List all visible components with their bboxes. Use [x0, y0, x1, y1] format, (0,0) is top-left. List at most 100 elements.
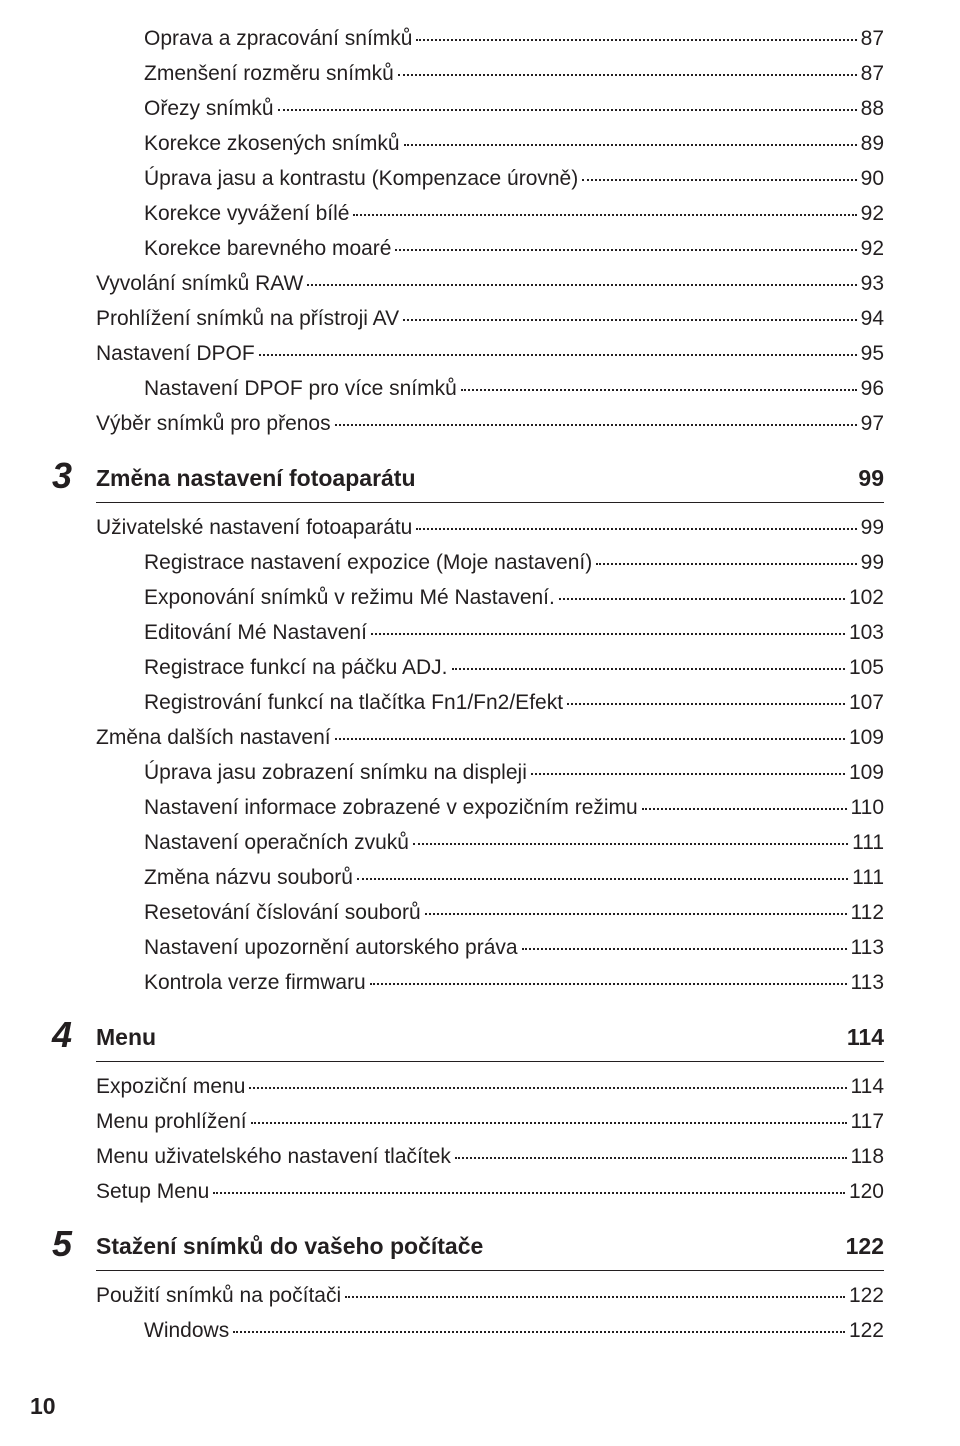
toc-entry: Setup Menu 120	[96, 1181, 884, 1202]
toc-entry: Výběr snímků pro přenos 97	[96, 413, 884, 434]
toc-entry: Změna názvu souborů 111	[144, 867, 884, 888]
toc-entry-label: Registrace funkcí na páčku ADJ.	[144, 657, 448, 678]
toc-entry-label: Nastavení DPOF pro více snímků	[144, 378, 457, 399]
toc-leader-dots	[455, 1157, 847, 1159]
toc-entry: Vyvolání snímků RAW93	[96, 273, 884, 294]
toc-entry-page: 111	[852, 832, 884, 853]
toc-entry-label: Oprava a zpracování snímků	[144, 28, 412, 49]
toc-entry: Použití snímků na počítači122	[96, 1285, 884, 1306]
toc-entry: Oprava a zpracování snímků87	[144, 28, 884, 49]
toc-leader-dots	[335, 738, 845, 740]
toc-entry-page: 120	[849, 1181, 884, 1202]
toc-entry: Změna dalších nastavení109	[96, 727, 884, 748]
toc-section-underline	[96, 1270, 884, 1271]
toc-entry: Úprava jasu zobrazení snímku na displeji…	[144, 762, 884, 783]
toc-entry-label: Menu prohlížení	[96, 1111, 247, 1132]
toc-entry: Nastavení DPOF95	[96, 343, 884, 364]
toc-pre-block: Oprava a zpracování snímků87Zmenšení roz…	[52, 28, 884, 434]
page-number: 10	[30, 1393, 56, 1420]
toc-section-page: 99	[858, 465, 884, 492]
toc-entry-label: Změna názvu souborů	[144, 867, 353, 888]
toc-entry-page: 87	[861, 63, 884, 84]
toc-entry-label: Korekce vyvážení bílé	[144, 203, 349, 224]
toc-entry-label: Vyvolání snímků RAW	[96, 273, 303, 294]
toc-entry-label: Kontrola verze firmwaru	[144, 972, 366, 993]
toc-entry: Uživatelské nastavení fotoaparátu 99	[96, 517, 884, 538]
toc-entry-page: 102	[849, 587, 884, 608]
toc-section-number: 4	[52, 1017, 96, 1053]
toc-entry-label: Prohlížení snímků na přístroji AV	[96, 308, 399, 329]
toc-entry-page: 110	[851, 797, 884, 818]
toc-leader-dots	[398, 74, 857, 76]
toc-leader-dots	[403, 319, 857, 321]
toc-leader-dots	[233, 1331, 845, 1333]
toc-page: Oprava a zpracování snímků87Zmenšení roz…	[0, 0, 960, 1446]
toc-entry-page: 88	[861, 98, 884, 119]
toc-entry-page: 99	[861, 517, 884, 538]
toc-leader-dots	[307, 284, 856, 286]
toc-leader-dots	[452, 668, 845, 670]
toc-entry: Editování Mé Nastavení103	[144, 622, 884, 643]
toc-entry: Nastavení informace zobrazené v expozičn…	[144, 797, 884, 818]
toc-section-header: 3Změna nastavení fotoaparátu99	[52, 456, 884, 492]
toc-leader-dots	[357, 878, 848, 880]
toc-leader-dots	[249, 1087, 846, 1089]
toc-entry-label: Exponování snímků v režimu Mé Nastavení.	[144, 587, 555, 608]
toc-leader-dots	[413, 843, 848, 845]
toc-section-number: 5	[52, 1226, 96, 1262]
toc-entry-page: 107	[849, 692, 884, 713]
toc-leader-dots	[259, 354, 857, 356]
toc-entry-page: 114	[851, 1076, 884, 1097]
toc-entry: Korekce barevného moaré92	[144, 238, 884, 259]
toc-entry-label: Expoziční menu	[96, 1076, 245, 1097]
toc-leader-dots	[531, 773, 845, 775]
toc-entry-page: 113	[851, 937, 884, 958]
toc-entry-page: 99	[861, 552, 884, 573]
toc-section-underline	[96, 1061, 884, 1062]
toc-entry-page: 117	[851, 1111, 884, 1132]
toc-leader-dots	[278, 109, 857, 111]
toc-entry-page: 92	[861, 203, 884, 224]
toc-entry-label: Nastavení informace zobrazené v expozičn…	[144, 797, 638, 818]
toc-entry-label: Změna dalších nastavení	[96, 727, 331, 748]
toc-entry-page: 113	[851, 972, 884, 993]
toc-entry-page: 96	[861, 378, 884, 399]
toc-entry-label: Menu uživatelského nastavení tlačítek	[96, 1146, 451, 1167]
toc-section-title: Stažení snímků do vašeho počítače	[96, 1233, 846, 1260]
toc-leader-dots	[353, 214, 856, 216]
toc-entry: Korekce zkosených snímků89	[144, 133, 884, 154]
toc-section-page: 122	[846, 1233, 884, 1260]
toc-section-title: Změna nastavení fotoaparátu	[96, 465, 858, 492]
toc-entry-label: Nastavení operačních zvuků	[144, 832, 409, 853]
toc-section-header: 5Stažení snímků do vašeho počítače122	[52, 1224, 884, 1260]
toc-entry: Nastavení DPOF pro více snímků 96	[144, 378, 884, 399]
toc-entry-label: Korekce barevného moaré	[144, 238, 391, 259]
toc-leader-dots	[213, 1192, 845, 1194]
toc-entry-page: 89	[861, 133, 884, 154]
toc-leader-dots	[345, 1296, 845, 1298]
toc-entry-label: Setup Menu	[96, 1181, 209, 1202]
toc-entry: Registrování funkcí na tlačítka Fn1/Fn2/…	[144, 692, 884, 713]
toc-entry-label: Výběr snímků pro přenos	[96, 413, 331, 434]
toc-entry-page: 122	[849, 1320, 884, 1341]
toc-entry: Menu uživatelského nastavení tlačítek118	[96, 1146, 884, 1167]
toc-leader-dots	[416, 528, 856, 530]
toc-entry-page: 109	[849, 762, 884, 783]
toc-entry: Windows122	[144, 1320, 884, 1341]
toc-leader-dots	[582, 179, 856, 181]
toc-entry: Registrace nastavení expozice (Moje nast…	[144, 552, 884, 573]
toc-entry: Prohlížení snímků na přístroji AV94	[96, 308, 884, 329]
toc-entry: Expoziční menu 114	[96, 1076, 884, 1097]
toc-section-page: 114	[847, 1024, 884, 1051]
toc-entry: Exponování snímků v režimu Mé Nastavení.…	[144, 587, 884, 608]
toc-entry-page: 122	[849, 1285, 884, 1306]
toc-entry-page: 111	[852, 867, 884, 888]
toc-leader-dots	[251, 1122, 847, 1124]
toc-entry-label: Uživatelské nastavení fotoaparátu	[96, 517, 412, 538]
toc-entry-label: Resetování číslování souborů	[144, 902, 421, 923]
toc-entry-label: Editování Mé Nastavení	[144, 622, 367, 643]
toc-section-underline	[96, 502, 884, 503]
toc-entry-page: 97	[861, 413, 884, 434]
toc-entry: Úprava jasu a kontrastu (Kompenzace úrov…	[144, 168, 884, 189]
toc-entry-label: Registrování funkcí na tlačítka Fn1/Fn2/…	[144, 692, 563, 713]
